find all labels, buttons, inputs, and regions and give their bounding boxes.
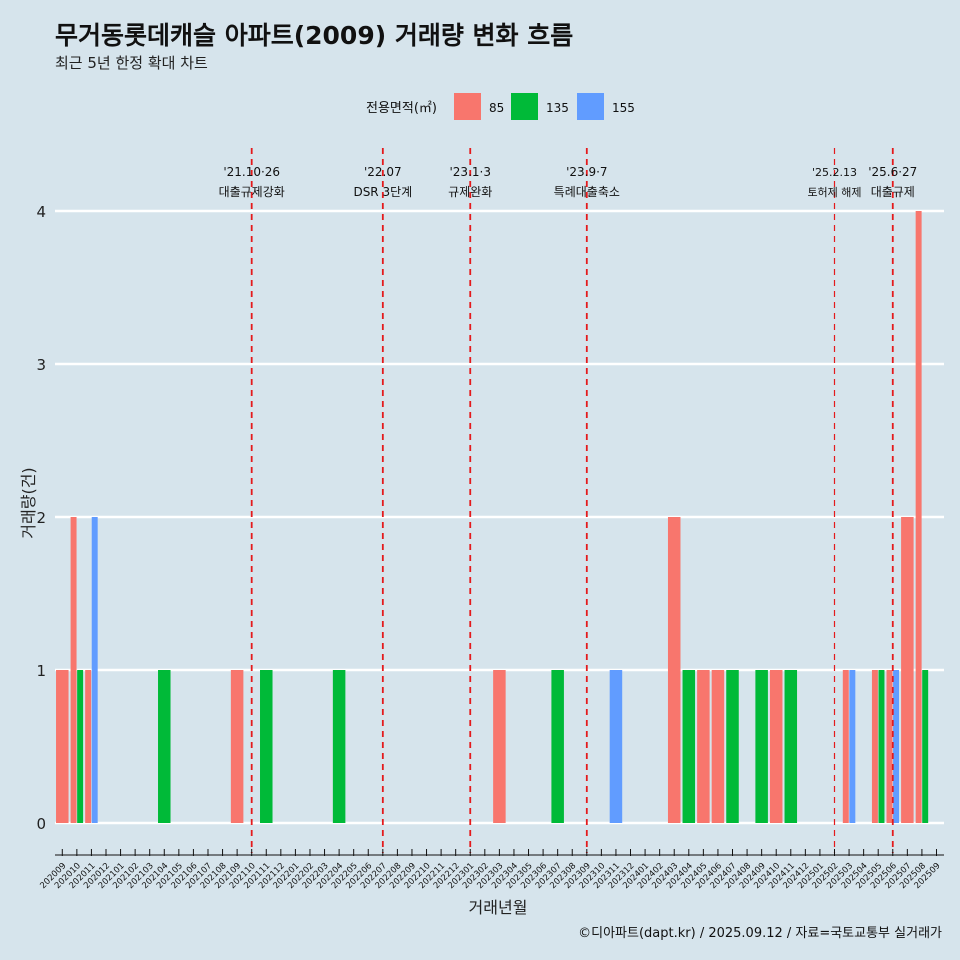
- bar-202506-155: [893, 670, 900, 823]
- bar-202104-135: [158, 670, 171, 823]
- bar-202409-135: [755, 670, 768, 823]
- bar-202307-135: [551, 670, 564, 823]
- event-label: 대출규제: [871, 185, 915, 199]
- y-tick-label: 3: [36, 356, 46, 374]
- bar-202407-135: [726, 670, 739, 823]
- event-label: 토허제 해제: [807, 185, 861, 199]
- legend-label-135: 135: [546, 101, 569, 115]
- bar-202404-135: [682, 670, 696, 823]
- bar-202505-85: [871, 670, 878, 823]
- bar-202311-155: [609, 670, 623, 823]
- event-date: '21.10·26: [223, 165, 280, 179]
- bar-202508-85: [915, 211, 922, 823]
- bar-202410-85: [769, 670, 783, 823]
- chart-subtitle: 최근 5년 한정 확대 차트: [55, 54, 208, 72]
- event-date: '23.1·3: [450, 165, 491, 179]
- chart-title: 무거동롯데캐슬 아파트(2009) 거래량 변화 흐름: [55, 21, 574, 50]
- y-tick-label: 0: [36, 815, 46, 833]
- bar-202403-85: [667, 517, 681, 823]
- bar-202406-85: [711, 670, 725, 823]
- y-axis-label: 거래량(건): [19, 467, 38, 538]
- y-tick-label: 4: [36, 203, 46, 221]
- event-date: '22.07: [364, 165, 402, 179]
- bar-202503-85: [842, 670, 849, 823]
- bar-202111-135: [260, 670, 273, 823]
- legend-label-85: 85: [489, 101, 504, 115]
- y-tick-label: 1: [36, 662, 46, 680]
- bar-202010-85: [70, 517, 77, 823]
- bar-202010-135: [77, 670, 84, 823]
- event-label: DSR 3단계: [353, 185, 412, 199]
- event-date: '23.9·7: [566, 165, 607, 179]
- bar-202411-135: [784, 670, 798, 823]
- event-label: 특례대출축소: [554, 185, 620, 199]
- event-label: 대출규제강화: [219, 185, 285, 199]
- bar-202109-85: [230, 670, 244, 823]
- bars: [56, 211, 929, 823]
- bar-202009-85: [56, 670, 69, 823]
- legend-swatch-85: [454, 93, 481, 120]
- bar-202011-155: [91, 517, 98, 823]
- event-lines: '21.10·26 대출규제강화 '22.07 DSR 3단계 '23.1·3 규제완화 '…: [219, 148, 917, 853]
- legend-swatch-155: [577, 93, 604, 120]
- x-axis: 2020092020102020112020122021012021022021…: [38, 849, 944, 891]
- legend: 전용면적(㎡) 85 135 155: [366, 93, 635, 120]
- bar-202503-155: [849, 670, 856, 823]
- y-tick-label: 2: [36, 509, 46, 527]
- bar-202506-85: [886, 670, 893, 823]
- x-axis-label: 거래년월: [469, 898, 528, 917]
- bar-202505-135: [878, 670, 885, 823]
- bar-202405-85: [697, 670, 710, 823]
- bar-202011-85: [85, 670, 92, 823]
- source-caption: ©디아파트(dapt.kr) / 2025.09.12 / 자료=국토교통부 실…: [578, 926, 942, 941]
- legend-swatch-135: [511, 93, 538, 120]
- legend-label-155: 155: [612, 101, 635, 115]
- legend-title: 전용면적(㎡): [366, 101, 437, 116]
- bar-202204-135: [332, 670, 346, 823]
- bar-202508-135: [922, 670, 929, 823]
- bar-202507-85: [901, 517, 914, 823]
- y-axis: 0 1 2 3 4: [36, 203, 46, 833]
- event-date: '25.6·27: [868, 165, 917, 179]
- event-label: 규제완화: [448, 185, 492, 199]
- bar-202303-85: [493, 670, 506, 823]
- event-date: '25.2.13: [812, 166, 857, 179]
